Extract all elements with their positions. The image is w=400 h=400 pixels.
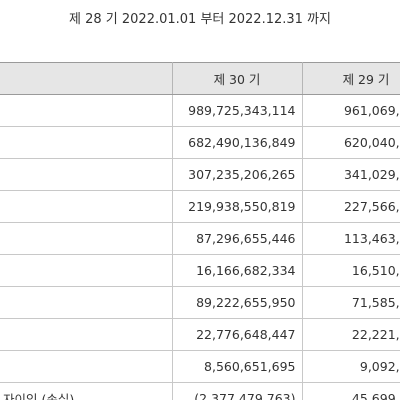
row-label bbox=[0, 126, 173, 159]
income-statement-table-container: 제 30 기 제 29 기 989,725,343,114 961,069,71… bbox=[0, 62, 400, 400]
table-row: 8,560,651,695 9,092,885 bbox=[0, 350, 400, 383]
row-label bbox=[0, 94, 173, 127]
previous-value: 961,069,716 bbox=[302, 94, 400, 127]
previous-value: 16,510,038 bbox=[302, 254, 400, 287]
header-label bbox=[0, 62, 173, 95]
current-value: 219,938,550,819 bbox=[172, 190, 303, 223]
row-label bbox=[0, 318, 173, 351]
table-row: 16,166,682,334 16,510,038 bbox=[0, 254, 400, 287]
current-value: (2,377,479,763) bbox=[172, 382, 303, 400]
table-row: 22,776,648,447 22,221,287 bbox=[0, 318, 400, 351]
previous-value: 113,463,014 bbox=[302, 222, 400, 255]
previous-value: 45,699,326 bbox=[302, 382, 400, 400]
previous-value: 22,221,287 bbox=[302, 318, 400, 351]
current-value: 16,166,682,334 bbox=[172, 254, 303, 287]
previous-value: 71,585,533 bbox=[302, 286, 400, 319]
table-row: 219,938,550,819 227,566,016 bbox=[0, 190, 400, 223]
table-row: 682,490,136,849 620,040,686 bbox=[0, 126, 400, 159]
previous-value: 227,566,016 bbox=[302, 190, 400, 223]
previous-value: 341,029,030 bbox=[302, 158, 400, 191]
table-row: 87,296,655,446 113,463,014 bbox=[0, 222, 400, 255]
row-label bbox=[0, 350, 173, 383]
current-value: 307,235,206,265 bbox=[172, 158, 303, 191]
row-label bbox=[0, 222, 173, 255]
current-value: 682,490,136,849 bbox=[172, 126, 303, 159]
table-header-row: 제 30 기 제 29 기 bbox=[0, 62, 400, 95]
current-value: 87,296,655,446 bbox=[172, 222, 303, 255]
row-label: 자이익 (손실) bbox=[0, 382, 173, 400]
table-row: 307,235,206,265 341,029,030 bbox=[0, 158, 400, 191]
header-previous-period: 제 29 기 bbox=[302, 62, 400, 95]
current-value: 8,560,651,695 bbox=[172, 350, 303, 383]
table-row: 89,222,655,950 71,585,533 bbox=[0, 286, 400, 319]
row-label bbox=[0, 254, 173, 287]
income-statement-table: 제 30 기 제 29 기 989,725,343,114 961,069,71… bbox=[0, 62, 400, 400]
previous-value: 620,040,686 bbox=[302, 126, 400, 159]
report-period: 제 28 기 2022.01.01 부터 2022.12.31 까지 bbox=[69, 12, 331, 27]
table-row: 자이익 (손실) (2,377,479,763) 45,699,326 bbox=[0, 382, 400, 400]
table-row: 989,725,343,114 961,069,716 bbox=[0, 94, 400, 127]
current-value: 989,725,343,114 bbox=[172, 94, 303, 127]
row-label bbox=[0, 158, 173, 191]
header-current-period: 제 30 기 bbox=[172, 62, 303, 95]
row-label bbox=[0, 190, 173, 223]
current-value: 89,222,655,950 bbox=[172, 286, 303, 319]
row-label bbox=[0, 286, 173, 319]
previous-value: 9,092,885 bbox=[302, 350, 400, 383]
current-value: 22,776,648,447 bbox=[172, 318, 303, 351]
